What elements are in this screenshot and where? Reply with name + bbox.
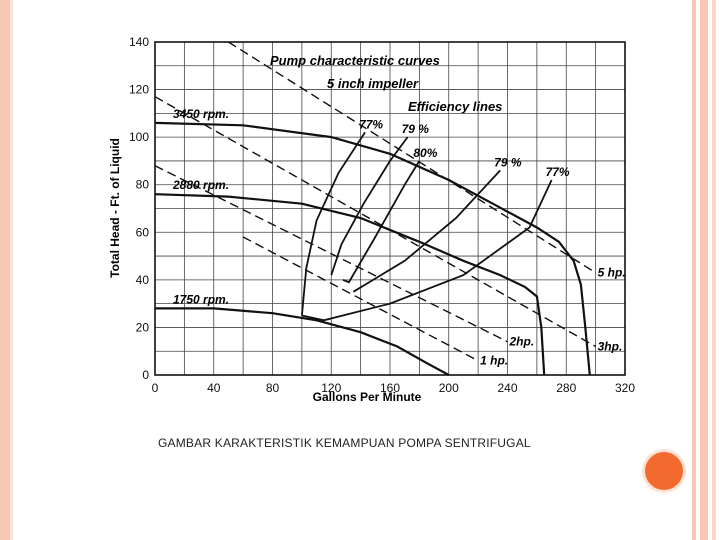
head-curve-label: 1750 rpm. bbox=[173, 292, 229, 306]
x-tick-label: 200 bbox=[439, 381, 459, 395]
figure-caption: GAMBAR KARAKTERISTIK KEMAMPUAN POMPA SEN… bbox=[158, 436, 531, 450]
power-line-label: 5 hp. bbox=[598, 266, 626, 280]
y-tick-label: 80 bbox=[136, 178, 150, 192]
efficiency-line-label: 80% bbox=[413, 146, 437, 160]
frame-right-stripe-2 bbox=[700, 0, 708, 540]
y-tick-label: 60 bbox=[136, 225, 150, 239]
efficiency-line bbox=[352, 169, 501, 293]
y-tick-label: 20 bbox=[136, 320, 150, 334]
frame-left-stripe-inner bbox=[10, 0, 13, 540]
orange-circle-decoration bbox=[642, 449, 686, 493]
chart-title: Pump characteristic curves bbox=[270, 53, 440, 68]
x-tick-label: 160 bbox=[380, 381, 400, 395]
axes: 0 40 80 120 160 200 240 280 320 0 20 40 60 80 100 120 14… bbox=[129, 35, 635, 395]
power-line-label: 1 hp. bbox=[480, 354, 508, 368]
y-axis-label: Total Head - Ft. of Liquid bbox=[108, 138, 122, 278]
power-line bbox=[154, 96, 596, 348]
head-curve bbox=[154, 121, 591, 376]
power-line-label: 3hp. bbox=[598, 339, 623, 353]
power-line-label: 2hp. bbox=[509, 335, 535, 349]
efficiency-title: Efficiency lines bbox=[408, 99, 502, 114]
power-line bbox=[242, 236, 479, 362]
power-line bbox=[154, 165, 508, 343]
head-curve bbox=[154, 193, 546, 376]
x-tick-label: 0 bbox=[152, 381, 159, 395]
x-tick-label: 120 bbox=[321, 381, 341, 395]
pump-characteristic-chart: 0 40 80 120 160 200 240 280 320 0 20 40 60 80 100 120 14… bbox=[108, 35, 635, 404]
frame-left-stripe bbox=[0, 0, 10, 540]
efficiency-line bbox=[301, 179, 553, 322]
frame-right-stripe-3 bbox=[712, 0, 716, 540]
x-tick-label: 280 bbox=[556, 381, 576, 395]
efficiency-line bbox=[330, 136, 409, 276]
x-tick-label: 40 bbox=[207, 381, 221, 395]
y-tick-label: 120 bbox=[129, 83, 149, 97]
labels: Pump characteristic curves 5 inch impell… bbox=[108, 53, 502, 404]
y-tick-label: 40 bbox=[136, 273, 150, 287]
x-tick-label: 320 bbox=[615, 381, 635, 395]
head-curve-label: 3450 rpm. bbox=[173, 107, 229, 121]
head-curve-label: 2880 rpm. bbox=[172, 178, 229, 192]
power-line bbox=[228, 41, 596, 274]
efficiency-line-label: 79 % bbox=[402, 122, 430, 136]
frame-right-stripe-1 bbox=[692, 0, 696, 540]
y-tick-label: 100 bbox=[129, 130, 149, 144]
head-curves: 3450 rpm. 2880 rpm. 1750 rpm. bbox=[154, 107, 591, 376]
efficiency-line bbox=[301, 131, 366, 316]
efficiency-lines: 77% 79 % 80% 79 % 77% bbox=[301, 117, 570, 322]
y-tick-label: 0 bbox=[142, 368, 149, 382]
chart-subtitle: 5 inch impeller bbox=[327, 76, 419, 91]
y-tick-label: 140 bbox=[129, 35, 149, 49]
grid bbox=[154, 41, 626, 376]
plot-border bbox=[154, 41, 626, 376]
efficiency-line-label: 77% bbox=[546, 165, 570, 179]
power-lines: 5 hp. 3hp. 2hp.1 hp. bbox=[154, 41, 626, 368]
efficiency-line-label: 79 % bbox=[494, 155, 522, 169]
x-tick-label: 240 bbox=[497, 381, 517, 395]
x-axis-label: Gallons Per Minute bbox=[313, 390, 422, 404]
x-tick-label: 80 bbox=[266, 381, 280, 395]
head-curve bbox=[155, 307, 450, 376]
efficiency-line bbox=[342, 160, 421, 284]
efficiency-line-label: 77% bbox=[359, 117, 383, 131]
